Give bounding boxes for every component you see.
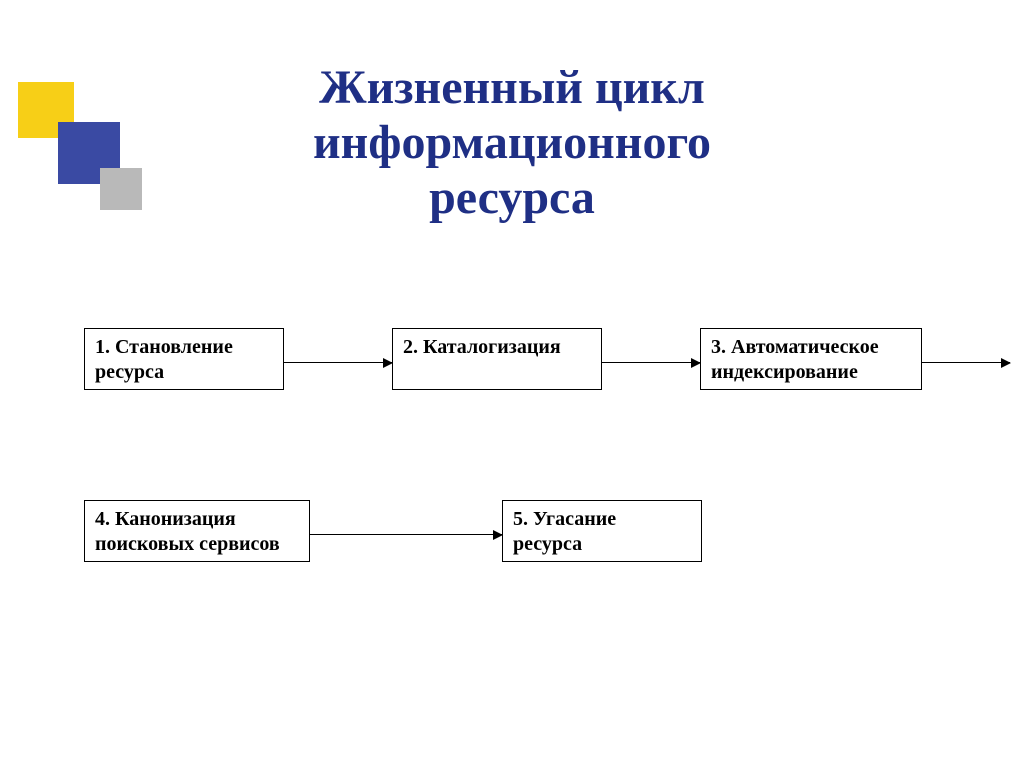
- slide-title-line1: Жизненный цикл: [256, 60, 768, 115]
- flow-box-4-line2: поисковых сервисов: [95, 532, 299, 557]
- slide-canvas: Жизненный цикл информационного ресурса 1…: [0, 0, 1024, 768]
- flow-box-5: 5. Угасание ресурса: [502, 500, 702, 562]
- flow-box-3-line1: 3. Автоматическое: [711, 335, 911, 360]
- decor-square-gray: [100, 168, 142, 210]
- arrow-4-to-5: [310, 534, 502, 535]
- flow-box-5-line2: ресурса: [513, 532, 691, 557]
- arrow-head-icon: [691, 358, 701, 368]
- slide-title: Жизненный цикл информационного ресурса: [256, 60, 768, 225]
- arrow-head-icon: [493, 530, 503, 540]
- flow-box-1-line1: 1. Становление: [95, 335, 273, 360]
- flow-box-3-line2: индексирование: [711, 360, 911, 385]
- flow-box-1: 1. Становление ресурса: [84, 328, 284, 390]
- arrow-3-out: [922, 362, 1010, 363]
- flow-box-1-line2: ресурса: [95, 360, 273, 385]
- arrow-head-icon: [383, 358, 393, 368]
- flow-box-4: 4. Канонизация поисковых сервисов: [84, 500, 310, 562]
- slide-title-line2: информационного ресурса: [256, 115, 768, 225]
- flow-box-2: 2. Каталогизация: [392, 328, 602, 390]
- flow-box-4-line1: 4. Канонизация: [95, 507, 299, 532]
- flow-box-3: 3. Автоматическое индексирование: [700, 328, 922, 390]
- flow-box-5-line1: 5. Угасание: [513, 507, 691, 532]
- arrow-2-to-3: [602, 362, 700, 363]
- arrow-1-to-2: [284, 362, 392, 363]
- arrow-head-icon: [1001, 358, 1011, 368]
- flow-box-2-line1: 2. Каталогизация: [403, 335, 591, 360]
